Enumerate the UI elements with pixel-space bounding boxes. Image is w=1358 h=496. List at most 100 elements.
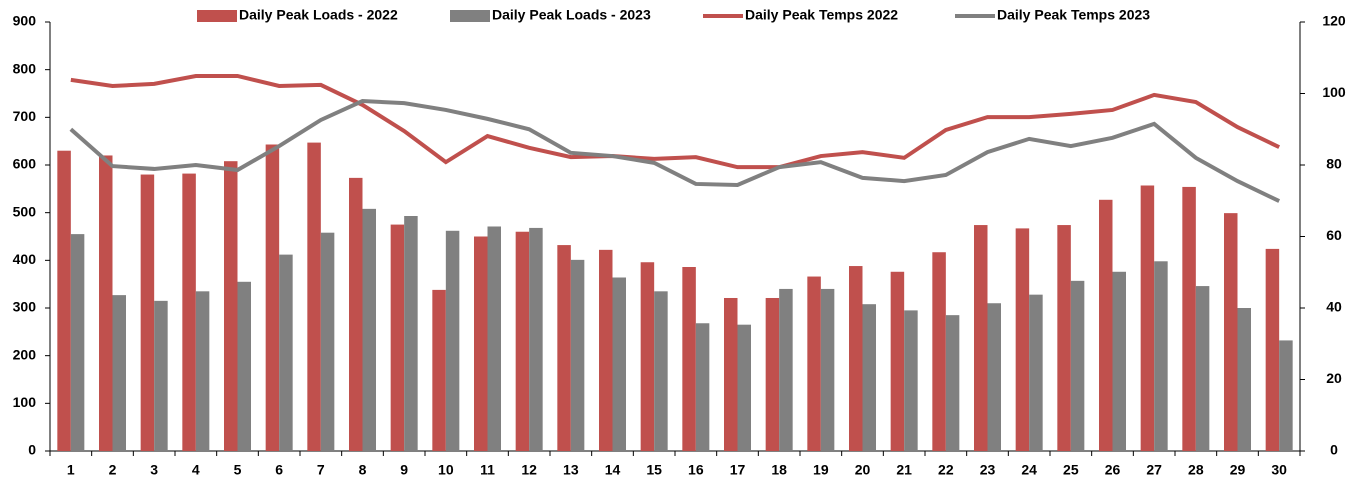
x-tick-label: 4	[192, 462, 200, 478]
x-tick-label: 16	[688, 462, 704, 478]
y-tick-label: 800	[13, 60, 37, 76]
bar	[307, 142, 321, 451]
x-tick-label: 6	[275, 462, 283, 478]
legend-swatch	[450, 10, 490, 22]
bar	[1265, 248, 1280, 451]
bar	[849, 266, 863, 451]
y2-tick-label: 80	[1326, 156, 1342, 172]
y-tick-label: 600	[13, 156, 37, 172]
x-tick-label: 15	[646, 462, 662, 478]
bar	[695, 323, 710, 451]
bar	[1224, 213, 1238, 451]
x-tick-label: 1	[67, 462, 75, 478]
legend-label: Daily Peak Loads - 2022	[239, 7, 398, 23]
x-tick-label: 21	[896, 462, 912, 478]
x-tick-label: 10	[438, 462, 454, 478]
x-tick-label: 22	[938, 462, 954, 478]
bar	[529, 227, 543, 451]
y2-tick-label: 40	[1326, 299, 1342, 315]
bar	[1154, 261, 1168, 451]
x-tick-label: 18	[771, 462, 787, 478]
bar	[987, 303, 1001, 451]
x-tick-label: 11	[480, 462, 495, 478]
bar	[362, 208, 376, 451]
legend-label: Daily Peak Temps 2023	[997, 7, 1150, 23]
bar	[807, 276, 821, 451]
line	[70, 73, 1281, 170]
x-tick-label: 7	[317, 462, 325, 478]
y-tick-label: 500	[13, 203, 37, 219]
bar	[974, 225, 988, 451]
bar	[265, 144, 280, 451]
bar	[390, 224, 405, 451]
bar	[1015, 228, 1030, 451]
x-tick-label: 12	[521, 462, 537, 478]
x-tick-label: 29	[1230, 462, 1246, 478]
bar	[404, 216, 418, 451]
bar	[1237, 308, 1251, 451]
x-tick-label: 9	[400, 462, 408, 478]
x-tick-label: 25	[1063, 462, 1079, 478]
bar	[112, 295, 126, 451]
y-tick-label: 0	[28, 442, 36, 458]
bar	[154, 300, 168, 451]
bar	[612, 277, 626, 451]
y-tick-label: 900	[13, 13, 37, 29]
bar	[99, 155, 113, 451]
bar	[557, 245, 571, 451]
bar	[1029, 294, 1043, 451]
bar	[224, 161, 238, 452]
bar	[140, 174, 155, 452]
y-tick-label: 700	[13, 108, 37, 124]
bar	[182, 173, 196, 451]
x-tick-label: 13	[563, 462, 579, 478]
x-tick-label: 17	[730, 462, 746, 478]
x-tick-label: 3	[150, 462, 158, 478]
bar	[1057, 225, 1071, 451]
x-tick-label: 30	[1271, 462, 1287, 478]
bar	[1195, 286, 1210, 451]
x-tick-label: 23	[980, 462, 996, 478]
bar	[1279, 340, 1293, 451]
y-tick-label: 100	[13, 394, 37, 410]
bar	[862, 304, 876, 451]
bar	[1140, 185, 1155, 451]
bar	[487, 226, 501, 451]
bar	[765, 297, 780, 451]
y2-tick-label: 120	[1322, 13, 1346, 29]
bar	[1182, 186, 1196, 451]
bar	[1099, 199, 1113, 451]
x-tick-label: 26	[1105, 462, 1121, 478]
x-tick-label: 8	[359, 462, 367, 478]
bar	[70, 234, 85, 451]
bar	[237, 281, 251, 451]
bar	[820, 288, 835, 451]
bar	[570, 259, 585, 451]
x-tick-label: 5	[234, 462, 242, 478]
bar	[195, 291, 210, 451]
legend-label: Daily Peak Temps 2022	[745, 7, 898, 23]
legend-label: Daily Peak Loads - 2023	[492, 7, 651, 23]
x-tick-label: 28	[1188, 462, 1204, 478]
y-tick-label: 200	[13, 346, 37, 362]
x-tick-label: 14	[605, 462, 621, 478]
y2-tick-label: 60	[1326, 227, 1342, 243]
y2-tick-label: 0	[1330, 442, 1338, 458]
bar	[737, 324, 751, 451]
bar	[1112, 271, 1126, 451]
bar	[640, 262, 655, 451]
bar	[654, 291, 668, 451]
bar	[445, 230, 460, 451]
x-tick-label: 27	[1146, 462, 1162, 478]
y-tick-label: 400	[13, 251, 37, 267]
bar	[724, 297, 738, 451]
bar	[890, 271, 905, 451]
bar	[904, 310, 918, 451]
bar	[779, 288, 793, 451]
x-tick-label: 2	[109, 462, 117, 478]
bar	[515, 231, 530, 451]
y-tick-label: 300	[13, 299, 37, 315]
bar	[432, 289, 446, 451]
bar	[599, 249, 613, 451]
